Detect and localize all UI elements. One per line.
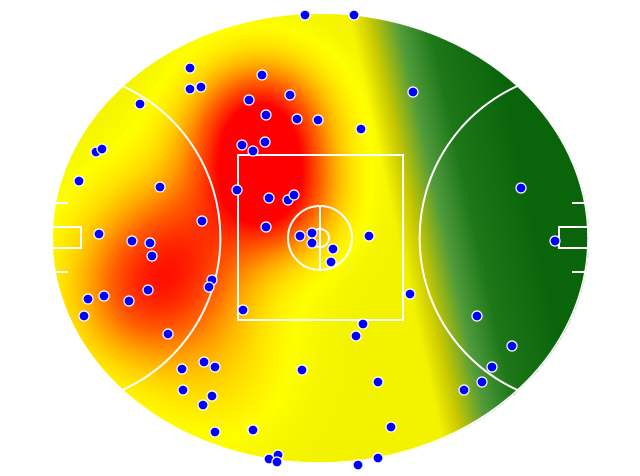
right-goal-square — [558, 226, 588, 249]
data-point — [98, 290, 110, 302]
data-point — [154, 181, 166, 193]
data-point — [350, 330, 362, 342]
data-point — [515, 182, 527, 194]
right-50m-arc — [418, 83, 523, 393]
data-point — [476, 376, 488, 388]
data-point — [78, 310, 90, 322]
data-point — [385, 421, 397, 433]
data-point — [291, 113, 303, 125]
data-point — [271, 456, 283, 468]
data-point — [348, 9, 360, 21]
data-point — [231, 184, 243, 196]
data-point — [142, 284, 154, 296]
data-point — [236, 139, 248, 151]
data-point — [197, 399, 209, 411]
data-point — [73, 175, 85, 187]
data-point — [288, 189, 300, 201]
data-point — [259, 136, 271, 148]
data-point — [209, 426, 221, 438]
data-point — [126, 235, 138, 247]
data-point — [184, 62, 196, 74]
data-point — [134, 98, 146, 110]
data-point — [372, 376, 384, 388]
data-point — [355, 123, 367, 135]
data-point — [312, 114, 324, 126]
left-goal-square — [52, 226, 82, 249]
data-point — [123, 295, 135, 307]
data-point — [206, 390, 218, 402]
data-point — [357, 318, 369, 330]
data-point — [263, 192, 275, 204]
data-point — [260, 109, 272, 121]
data-point — [284, 89, 296, 101]
data-point — [184, 83, 196, 95]
data-point — [209, 361, 221, 373]
data-point — [372, 452, 384, 464]
data-point — [144, 237, 156, 249]
data-point — [404, 288, 416, 300]
data-point — [177, 384, 189, 396]
data-points — [73, 9, 561, 471]
data-point — [196, 215, 208, 227]
data-point — [237, 304, 249, 316]
data-point — [471, 310, 483, 322]
data-point — [506, 340, 518, 352]
data-point — [294, 230, 306, 242]
data-point — [93, 228, 105, 240]
centre-square — [237, 154, 404, 321]
left-50m-arc — [117, 83, 222, 393]
data-point — [146, 250, 158, 262]
data-point — [306, 227, 318, 239]
data-point — [458, 384, 470, 396]
data-point — [325, 256, 337, 268]
field-markings — [51, 12, 589, 464]
data-point — [247, 424, 259, 436]
data-point — [486, 361, 498, 373]
data-point — [198, 356, 210, 368]
data-point — [352, 459, 364, 471]
data-point — [96, 143, 108, 155]
data-point — [203, 281, 215, 293]
data-point — [299, 9, 311, 21]
data-point — [327, 243, 339, 255]
data-point — [306, 237, 318, 249]
data-point — [407, 86, 419, 98]
data-point — [363, 230, 375, 242]
data-point — [243, 94, 255, 106]
data-point — [296, 364, 308, 376]
data-point — [162, 328, 174, 340]
data-point — [195, 81, 207, 93]
data-point — [82, 293, 94, 305]
boundary-line — [51, 12, 589, 464]
data-point — [176, 363, 188, 375]
data-point — [549, 235, 561, 247]
data-point — [256, 69, 268, 81]
data-point — [260, 221, 272, 233]
data-point — [247, 145, 259, 157]
